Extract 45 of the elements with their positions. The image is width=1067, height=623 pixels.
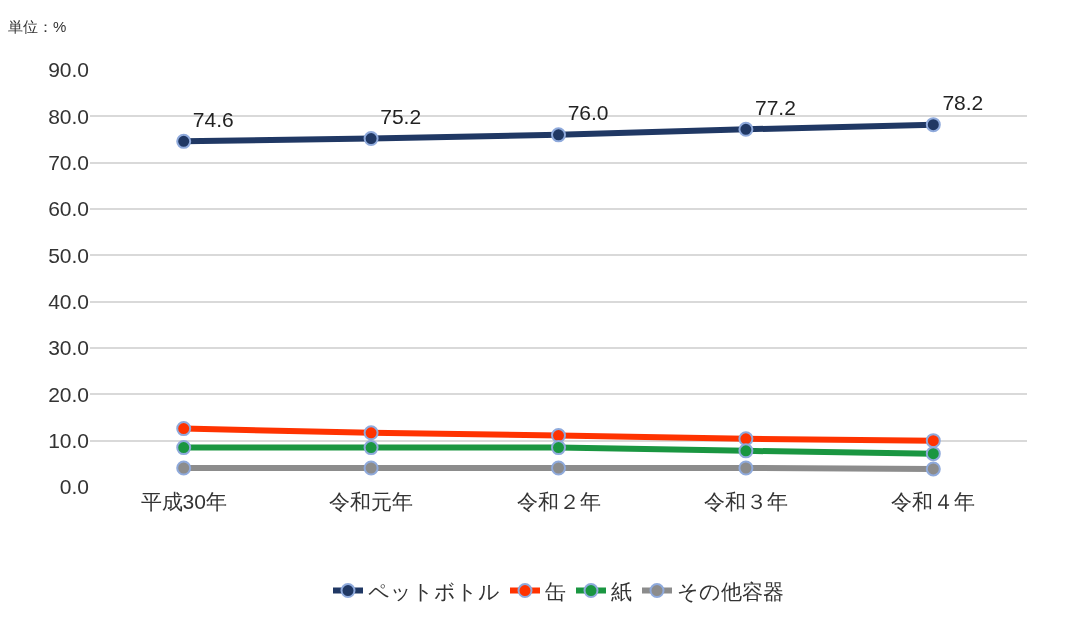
point [176, 440, 192, 456]
point [551, 460, 566, 476]
data-label: 76.0 [567, 101, 609, 125]
y-tick-label: 70.0 [48, 151, 89, 175]
data-label: 78.2 [942, 91, 984, 115]
x-tick-label: 令和２年 [516, 490, 601, 513]
y-tick-label: 50.0 [48, 243, 89, 267]
legend-label: その他容器 [677, 579, 784, 603]
point [363, 425, 379, 441]
x-tick-label: 令和３年 [703, 490, 788, 513]
point [363, 131, 379, 147]
y-tick-label: 40.0 [48, 290, 89, 314]
point [176, 421, 192, 437]
point [363, 440, 379, 456]
y-tick-label: 20.0 [48, 382, 89, 406]
legend-label: ペットボトル [368, 579, 500, 603]
point [551, 127, 566, 143]
point [551, 440, 566, 456]
data-label: 74.6 [192, 107, 234, 131]
point [925, 446, 941, 462]
point [551, 428, 566, 444]
y-tick-label: 60.0 [48, 197, 89, 221]
x-tick-label: 令和４年 [891, 490, 976, 513]
text: 単位：% [8, 18, 67, 35]
data-label: 77.2 [755, 95, 796, 119]
y-tick-label: 90.0 [48, 58, 89, 82]
point [925, 461, 941, 477]
x-tick-label: 平成30年 [140, 490, 227, 513]
point [738, 431, 754, 447]
legend-label: 紙 [611, 579, 632, 603]
point [738, 121, 754, 137]
y-tick-label: 10.0 [48, 429, 89, 453]
point [925, 117, 941, 133]
point [738, 443, 754, 459]
x-tick-label: 令和元年 [329, 490, 414, 513]
point [176, 133, 192, 149]
point [176, 460, 192, 476]
y-tick-label: 80.0 [48, 104, 89, 128]
point [738, 460, 754, 476]
point [363, 460, 379, 476]
point [925, 433, 941, 449]
legend-label: 缶 [545, 579, 566, 603]
y-tick-label: 30.0 [48, 336, 89, 360]
data-label: 75.2 [380, 105, 422, 129]
y-tick-label: 0.0 [59, 475, 89, 499]
